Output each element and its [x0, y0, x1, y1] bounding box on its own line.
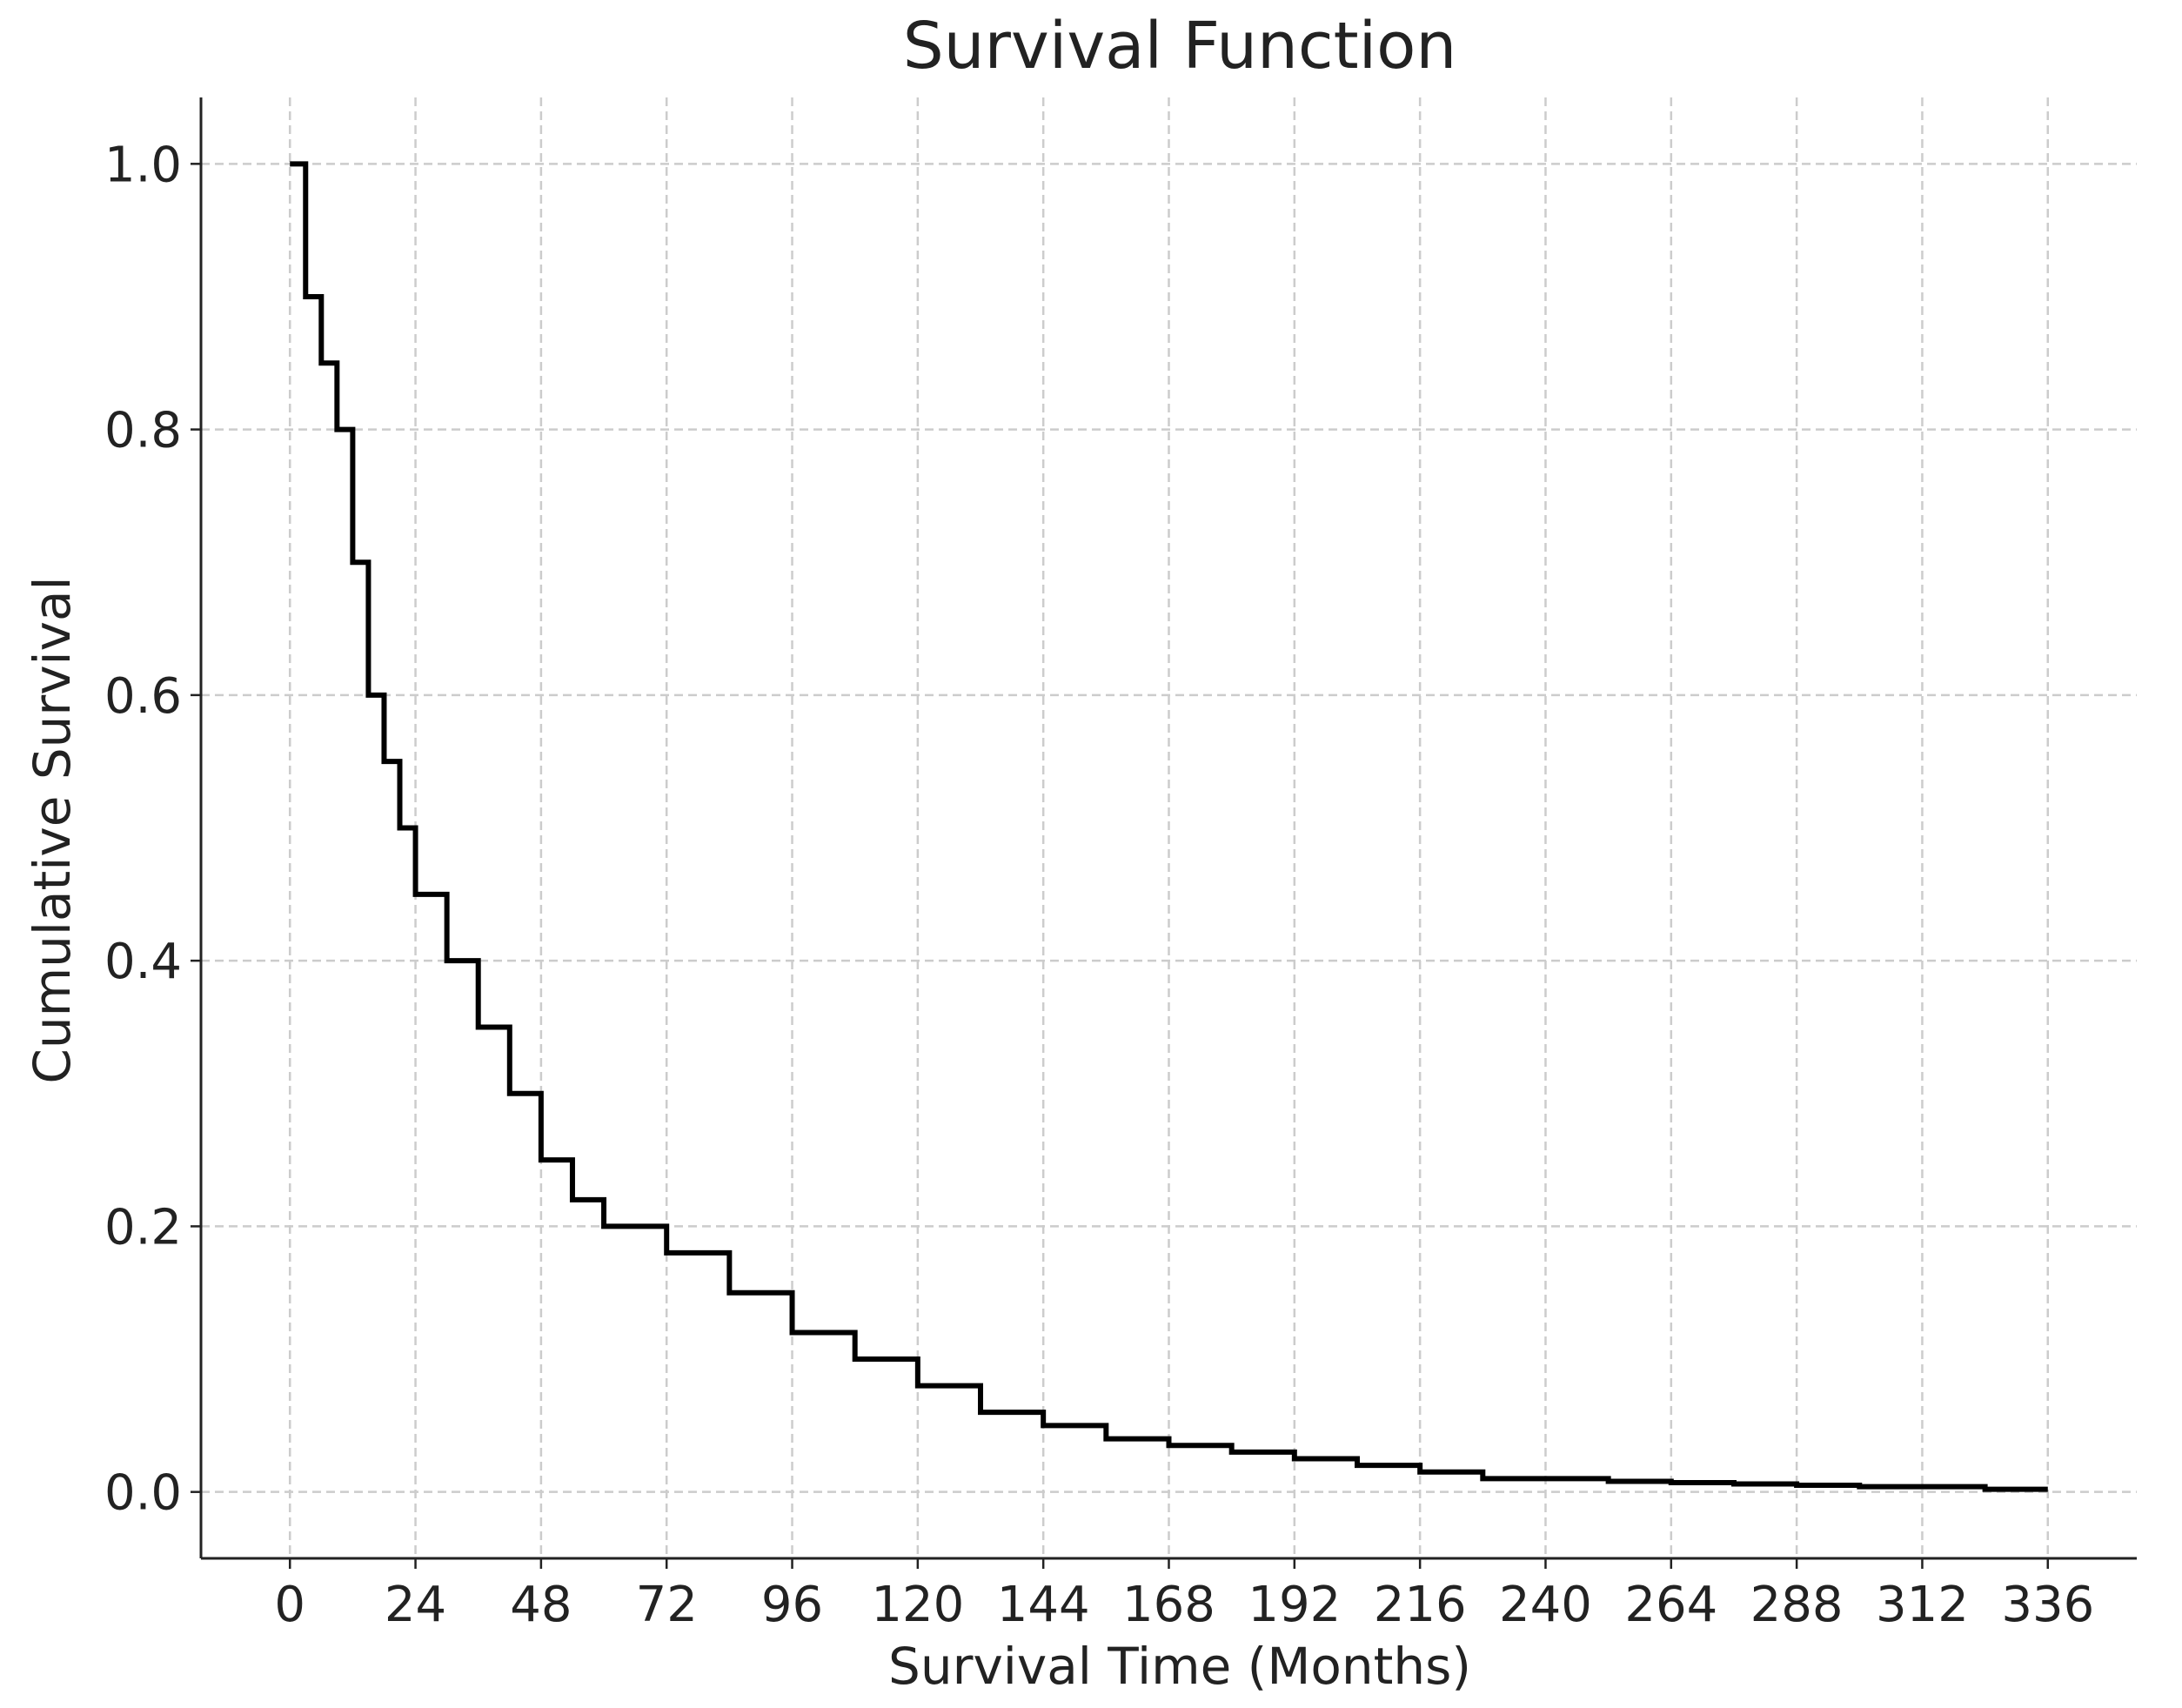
x-tick-label: 312 [1876, 1577, 1969, 1633]
x-tick-label: 240 [1499, 1577, 1592, 1633]
x-tick-label: 168 [1122, 1577, 1215, 1633]
x-tick-label: 24 [385, 1577, 446, 1633]
survival-curve [290, 161, 2048, 1492]
x-tick-label: 120 [871, 1577, 964, 1633]
y-tick-label: 0.0 [104, 1465, 182, 1522]
y-tick-label: 0.2 [104, 1199, 182, 1256]
y-tick-label: 0.6 [104, 668, 182, 725]
axes: 0 24 48 72 96 120 144 168 192 216 240 264 288 312 336 0… [104, 97, 2137, 1633]
x-tick-label: 48 [510, 1577, 572, 1633]
x-axis-label: Survival Time (Months) [888, 1637, 1471, 1696]
chart-title: Survival Function [903, 9, 1457, 84]
x-tick-label: 216 [1374, 1577, 1467, 1633]
grid [201, 97, 2137, 1558]
x-tick-label: 144 [997, 1577, 1090, 1633]
x-tick-label: 264 [1624, 1577, 1717, 1633]
y-axis-label: Cumulative Survival [23, 576, 82, 1083]
x-tick-label: 192 [1248, 1577, 1341, 1633]
x-tick-label: 96 [761, 1577, 823, 1633]
y-tick-label: 0.8 [104, 403, 182, 459]
x-tick-label: 336 [2001, 1577, 2094, 1633]
y-tick-label: 1.0 [104, 137, 182, 193]
x-tick-label: 0 [274, 1577, 305, 1633]
y-tick-label: 0.4 [104, 934, 182, 990]
x-tick-label: 288 [1750, 1577, 1844, 1633]
x-tick-label: 72 [636, 1577, 698, 1633]
